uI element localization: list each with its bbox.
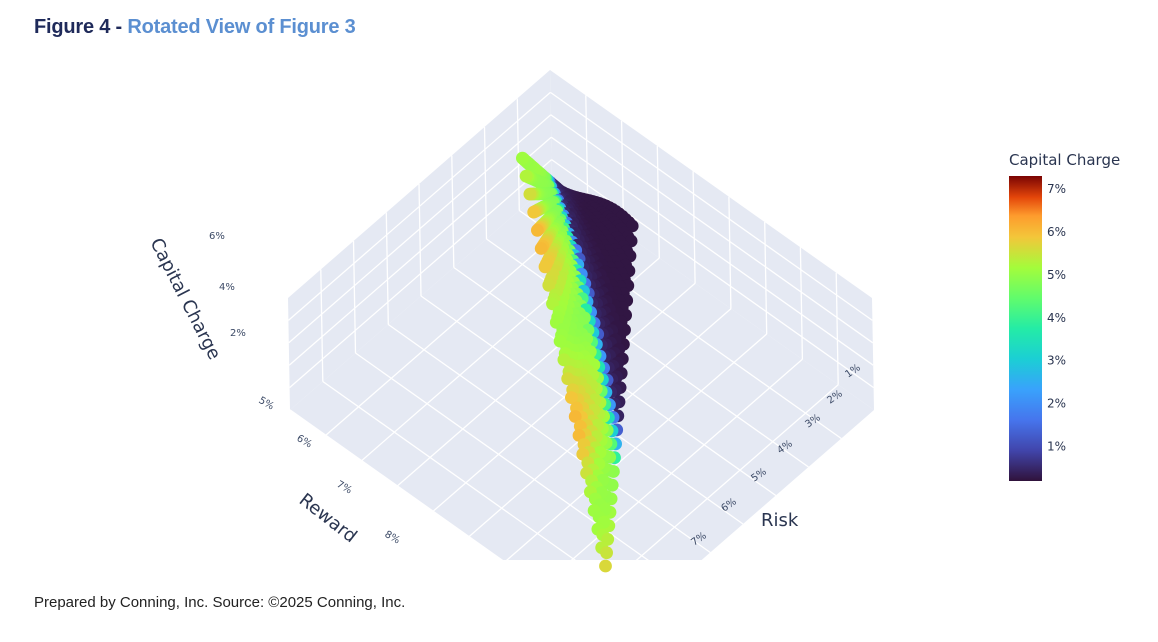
reward-tick-label: 6% [295,433,314,450]
colorbar-tick-label: 1% [1047,440,1066,454]
scatter-point [519,169,533,183]
scatter-point [516,151,529,165]
scatter-point [538,260,552,274]
scatter-point [523,187,537,201]
colorbar-tick-label: 4% [1047,311,1066,325]
scatter-point [557,353,571,367]
z-tick-label: 6% [209,231,225,242]
colorbar-tick-label: 2% [1047,397,1066,411]
z-axis-title: Capital Charge [146,235,225,363]
colorbar-title: Capital Charge [1009,151,1120,169]
colorbar-tick-label: 7% [1047,182,1066,196]
data-points [516,151,639,573]
scatter-point [561,372,575,386]
scatter-point [599,559,612,573]
reward-tick-label: 8% [383,529,402,546]
wall-risk [550,70,874,410]
scatter-point [534,242,548,255]
risk-axis-title: Risk [761,510,799,531]
reward-tick-label: 7% [335,479,354,496]
scatter-point [542,278,556,292]
figure-subtitle: Rotated View of Figure 3 [127,16,356,38]
figure-title: Figure 4 - Rotated View of Figure 3 [34,16,356,39]
scatter-point [565,391,578,404]
colorbar-tick-label: 3% [1047,354,1066,368]
figure-number: Figure 4 - [34,16,128,38]
colorbar: Capital Charge 1% 2% 3% 4% 5% 6% 7% [1009,151,1120,481]
z-tick-label: 2% [230,328,246,339]
scatter-point [553,334,567,348]
colorbar-gradient [1009,176,1042,481]
reward-tick-label: 5% [257,395,276,412]
scatter-point [600,546,613,560]
reward-axis-title: Reward [295,489,361,547]
scatter-point [568,410,582,423]
colorbar-tick-label: 5% [1047,268,1066,282]
colorbar-tick-label: 6% [1047,225,1066,239]
scatter-point [531,223,544,237]
z-tick-label: 4% [219,282,235,293]
source-note: Prepared by Conning, Inc. Source: ©2025 … [34,594,406,611]
scatter-point [527,205,541,219]
